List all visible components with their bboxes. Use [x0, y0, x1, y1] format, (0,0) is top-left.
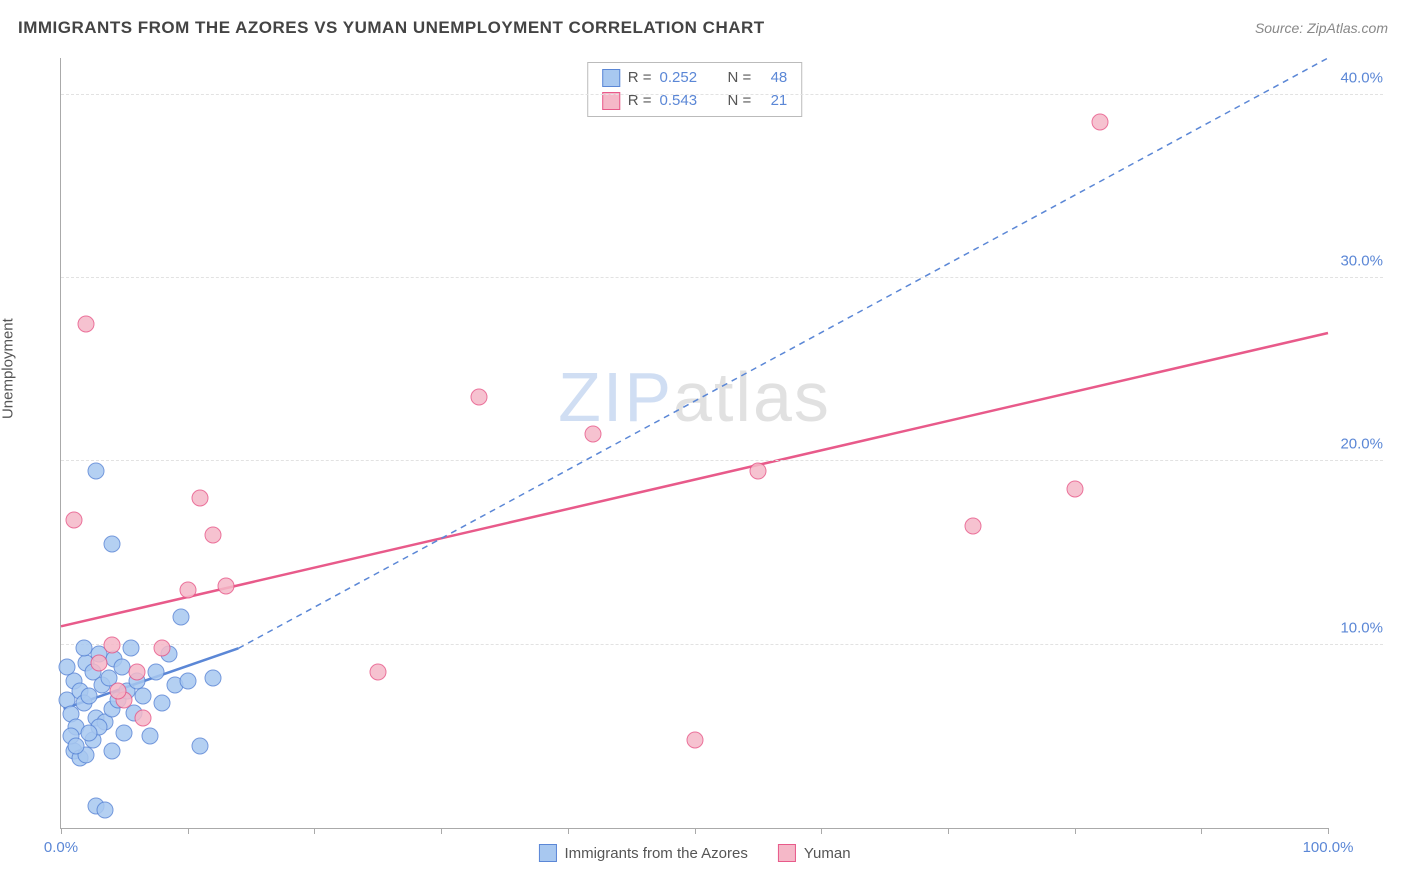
data-point [103, 636, 120, 653]
trend-lines [61, 58, 1328, 828]
data-point [205, 669, 222, 686]
y-axis-label: Unemployment [0, 318, 17, 419]
x-tick-label: 0.0% [44, 839, 78, 856]
x-tick [61, 828, 62, 834]
plot-area: ZIPatlas R = 0.252 N = 48 R = 0.543 N = … [60, 58, 1328, 829]
data-point [59, 658, 76, 675]
data-point [116, 724, 133, 741]
data-point [471, 389, 488, 406]
x-tick [188, 828, 189, 834]
series-legend: Immigrants from the Azores Yuman [538, 844, 850, 862]
data-point [173, 609, 190, 626]
data-point [141, 728, 158, 745]
data-point [965, 517, 982, 534]
data-point [749, 462, 766, 479]
data-point [217, 578, 234, 595]
x-tick [314, 828, 315, 834]
legend-item-azores: Immigrants from the Azores [538, 844, 747, 862]
data-point [686, 732, 703, 749]
data-point [110, 682, 127, 699]
data-point [122, 640, 139, 657]
x-tick [695, 828, 696, 834]
source-attribution: Source: ZipAtlas.com [1255, 20, 1388, 36]
x-tick [1075, 828, 1076, 834]
data-point [179, 581, 196, 598]
data-point [192, 490, 209, 507]
data-point [65, 512, 82, 529]
data-point [91, 655, 108, 672]
legend-row-azores: R = 0.252 N = 48 [602, 67, 788, 90]
r-value-azores: 0.252 [660, 67, 714, 90]
y-tick-label: 10.0% [1340, 619, 1383, 636]
data-point [129, 664, 146, 681]
gridline [61, 644, 1383, 645]
x-tick [1201, 828, 1202, 834]
data-point [369, 664, 386, 681]
data-point [192, 737, 209, 754]
data-point [148, 664, 165, 681]
y-tick-label: 30.0% [1340, 253, 1383, 270]
legend-item-yuman: Yuman [778, 844, 851, 862]
data-point [154, 640, 171, 657]
correlation-legend: R = 0.252 N = 48 R = 0.543 N = 21 [587, 62, 803, 117]
page-title: IMMIGRANTS FROM THE AZORES VS YUMAN UNEM… [18, 18, 765, 38]
correlation-chart: Unemployment ZIPatlas R = 0.252 N = 48 R… [18, 48, 1388, 874]
gridline [61, 94, 1383, 95]
n-value-azores: 48 [759, 67, 787, 90]
y-tick-label: 40.0% [1340, 69, 1383, 86]
data-point [88, 462, 105, 479]
data-point [103, 743, 120, 760]
data-point [179, 673, 196, 690]
legend-label-yuman: Yuman [804, 845, 851, 862]
legend-label-azores: Immigrants from the Azores [564, 845, 747, 862]
data-point [68, 737, 85, 754]
data-point [78, 315, 95, 332]
data-point [1091, 114, 1108, 131]
x-tick [1328, 828, 1329, 834]
swatch-azores-icon [538, 844, 556, 862]
y-tick-label: 20.0% [1340, 436, 1383, 453]
x-tick [568, 828, 569, 834]
data-point [205, 526, 222, 543]
x-tick [948, 828, 949, 834]
data-point [585, 425, 602, 442]
data-point [135, 710, 152, 727]
swatch-azores [602, 69, 620, 87]
data-point [135, 688, 152, 705]
data-point [80, 724, 97, 741]
gridline [61, 277, 1383, 278]
data-point [97, 801, 114, 818]
data-point [103, 535, 120, 552]
gridline [61, 460, 1383, 461]
x-tick-label: 100.0% [1303, 839, 1354, 856]
data-point [154, 695, 171, 712]
data-point [75, 640, 92, 657]
x-tick [441, 828, 442, 834]
x-tick [821, 828, 822, 834]
header: IMMIGRANTS FROM THE AZORES VS YUMAN UNEM… [18, 18, 1388, 38]
swatch-yuman-icon [778, 844, 796, 862]
data-point [1066, 480, 1083, 497]
